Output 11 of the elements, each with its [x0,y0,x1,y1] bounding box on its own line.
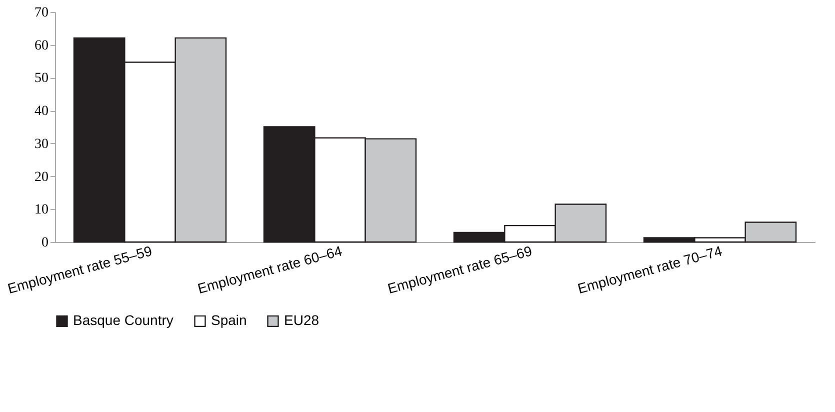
legend-label: Spain [211,312,247,328]
legend-label: Basque Country [73,312,174,328]
y-tick-label: 70 [34,6,48,20]
y-tick-label: 60 [34,38,48,54]
y-tick-label: 40 [34,104,48,120]
y-tick-label: 50 [34,71,48,86]
y-tick-label: 20 [34,170,48,185]
y-tick-label: 10 [34,202,48,218]
y-tick-label: 30 [34,136,48,152]
legend-label: EU28 [284,312,320,328]
y-tick-label: 0 [42,236,48,250]
